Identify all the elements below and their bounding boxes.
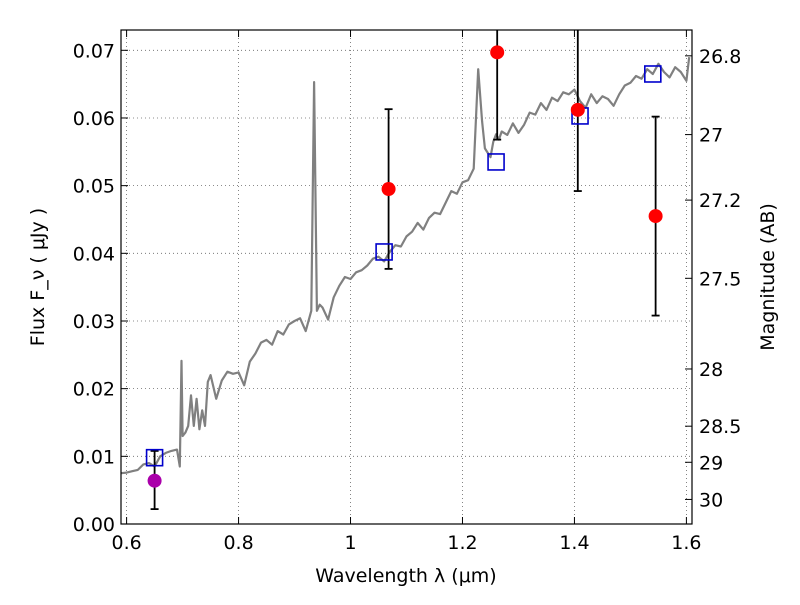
x-tick-label: 0.8: [223, 532, 253, 554]
x-tick-label: 1.6: [671, 532, 701, 554]
y2-tick-label: 28: [699, 359, 723, 381]
observed-flux-point: [381, 182, 396, 197]
y2-tick-label: 28.5: [699, 416, 741, 438]
synthetic-photometry-square: [644, 65, 662, 83]
model-sed-line: [120, 56, 691, 475]
observed-flux-point: [490, 45, 505, 60]
plot-frame: [120, 29, 693, 525]
y-tick-label: 0.06: [73, 108, 115, 130]
x-tick-label: 1: [344, 532, 356, 554]
synthetic-photometry-square: [375, 243, 393, 261]
data-layer: [120, 30, 691, 511]
y-tick-label: 0.03: [73, 311, 115, 333]
y-tick-label: 0.02: [73, 379, 115, 401]
observed-flux-point: [648, 209, 663, 224]
synthetic-photometry-square: [487, 153, 505, 171]
x-tick-label: 0.6: [111, 532, 141, 554]
y2-tick-label: 27.2: [699, 190, 741, 212]
y-tick-label: 0.04: [73, 243, 115, 265]
y2-tick-label: 27.5: [699, 268, 741, 290]
y-axis-title: Flux F_ν ( μJy ): [27, 208, 49, 346]
observed-flux-point: [570, 102, 585, 117]
y2-tick-label: 29: [699, 452, 723, 474]
upper-limit-point: [147, 473, 162, 488]
synthetic-photometry-square: [145, 448, 164, 467]
x-tick-label: 1.2: [447, 532, 477, 554]
y2-tick-label: 26.8: [699, 46, 741, 68]
y-tick-label: 0.01: [73, 446, 115, 468]
y-tick-label: 0.05: [73, 176, 115, 198]
x-axis-title: Wavelength λ (μm): [315, 565, 496, 587]
y2-axis-title: Magnitude (AB): [757, 203, 779, 351]
x-tick-label: 1.4: [559, 532, 589, 554]
y2-tick-label: 30: [699, 489, 723, 511]
tick-layer: 0.6 0.8 1 1.2 1.4 1.6 0.00 0.01 0.02 0.03 0.04 0.05…: [73, 30, 741, 554]
y-tick-label: 0.07: [73, 40, 115, 62]
y2-tick-label: 27: [699, 125, 723, 147]
grid-layer: [121, 30, 692, 524]
y-tick-label: 0.00: [73, 514, 115, 536]
